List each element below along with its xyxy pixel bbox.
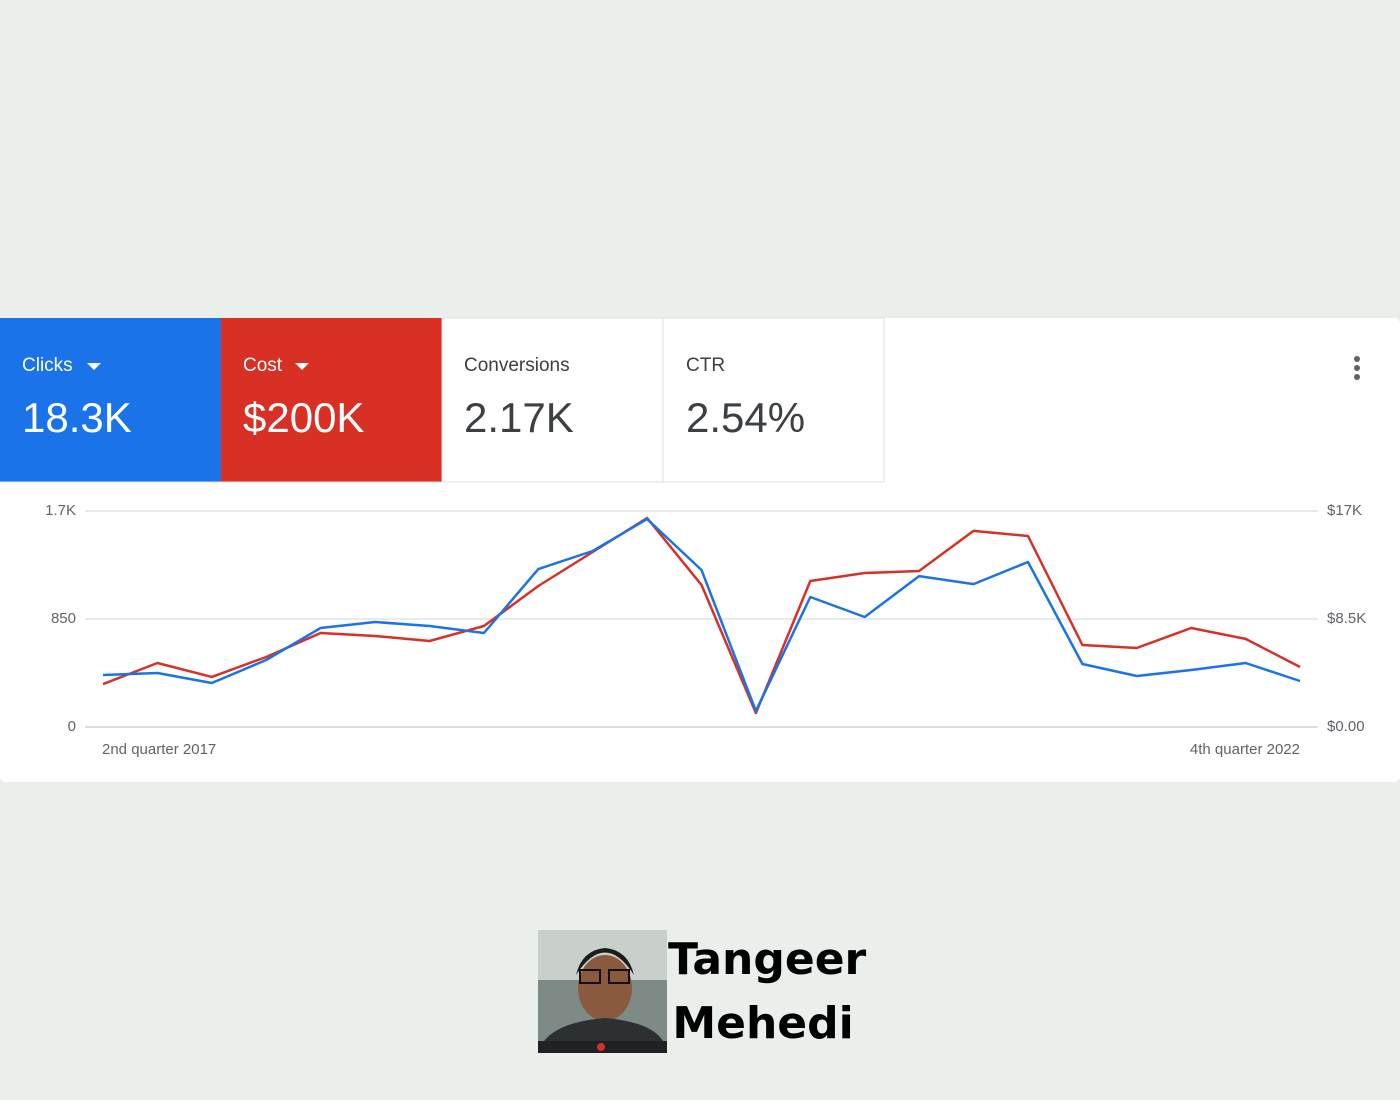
y2-tick-label: $8.5K (1327, 610, 1366, 627)
card-value: 2.17K (464, 394, 574, 441)
y-tick-label: 850 (51, 610, 76, 627)
card-value: 2.54% (686, 394, 805, 441)
author-name: Tangeer Mehedi (668, 934, 867, 1049)
y2-tick-label: $0.00 (1327, 718, 1365, 735)
card-label: CTR (686, 355, 725, 376)
x-tick-label: 4th quarter 2022 (1190, 741, 1300, 758)
author-photo (538, 930, 667, 1053)
dropdown-icon[interactable] (295, 363, 309, 370)
card-label: Cost (243, 355, 283, 376)
card-cost[interactable] (221, 318, 442, 482)
y-tick-label: 1.7K (45, 502, 76, 519)
card-clicks[interactable] (0, 318, 221, 482)
dropdown-icon[interactable] (87, 363, 101, 370)
card-label: Conversions (464, 355, 570, 376)
x-tick-label: 2nd quarter 2017 (102, 741, 216, 758)
y-tick-label: 0 (68, 718, 76, 735)
card-label: Clicks (22, 355, 73, 376)
card-value: 18.3K (22, 394, 132, 441)
more-menu[interactable] (1354, 356, 1360, 380)
card-ctr[interactable] (662, 317, 885, 483)
y2-tick-label: $17K (1327, 502, 1362, 519)
series-line (102, 517, 1301, 713)
series-line (102, 516, 1301, 715)
card-value: $200K (243, 394, 364, 441)
